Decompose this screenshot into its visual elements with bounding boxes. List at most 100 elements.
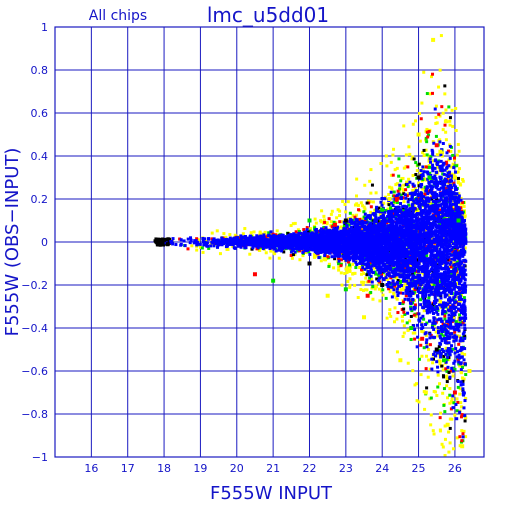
data-point (459, 311, 463, 315)
data-point (434, 104, 438, 108)
data-point (426, 135, 430, 139)
data-point (448, 332, 452, 336)
data-point (404, 196, 408, 200)
data-point (379, 275, 383, 279)
data-point (421, 211, 425, 215)
data-point (425, 268, 429, 272)
data-point (462, 429, 466, 433)
data-point (337, 268, 341, 272)
data-point (439, 34, 443, 38)
data-point (402, 183, 406, 187)
data-point (457, 176, 461, 180)
data-point (413, 383, 417, 387)
data-point (361, 283, 365, 287)
data-point (431, 429, 435, 433)
data-point (410, 284, 414, 288)
data-point (355, 221, 359, 225)
data-point (429, 396, 433, 400)
data-point (392, 284, 396, 288)
data-point (405, 194, 409, 198)
data-point (464, 416, 468, 420)
data-point (440, 215, 444, 219)
data-point (432, 357, 436, 361)
data-point (158, 243, 162, 247)
data-point (443, 338, 447, 342)
data-point (424, 323, 428, 327)
data-point (414, 314, 418, 318)
data-point (462, 406, 466, 410)
data-point (435, 153, 439, 157)
data-point (393, 306, 397, 310)
data-point (351, 272, 355, 276)
data-point (353, 215, 357, 219)
data-point (439, 159, 443, 163)
data-point (395, 350, 399, 354)
data-point (275, 229, 279, 233)
data-point (369, 274, 373, 278)
data-point (419, 373, 423, 377)
data-point (440, 105, 444, 109)
data-point (395, 317, 399, 321)
data-point (409, 314, 413, 318)
data-point (422, 346, 426, 350)
data-point (301, 251, 305, 255)
data-point (418, 139, 422, 143)
data-point (435, 360, 439, 364)
data-point (315, 251, 319, 255)
data-point (443, 314, 447, 318)
data-point (431, 140, 435, 144)
data-point (444, 187, 448, 191)
data-point (421, 187, 425, 191)
data-point (312, 246, 316, 250)
chart-subtitle: All chips (89, 8, 147, 24)
data-point (417, 400, 421, 404)
data-point (385, 164, 389, 168)
data-point (421, 165, 425, 169)
data-point (249, 231, 253, 235)
data-point (378, 282, 382, 286)
data-point (435, 393, 439, 397)
data-point (374, 272, 378, 276)
data-point (437, 345, 441, 349)
data-point (394, 214, 398, 218)
data-point (451, 202, 455, 206)
data-point (454, 129, 458, 133)
data-point (308, 229, 312, 233)
data-point (322, 214, 326, 218)
data-point (224, 235, 228, 239)
data-point (430, 357, 434, 361)
data-point (412, 157, 416, 161)
data-point (414, 209, 418, 213)
data-point (451, 347, 455, 351)
data-point (290, 256, 294, 260)
data-point (452, 211, 456, 215)
data-point (428, 92, 432, 96)
data-point (396, 281, 400, 285)
data-point (452, 401, 456, 405)
data-point (449, 407, 453, 411)
data-point (451, 317, 455, 321)
data-point (432, 324, 436, 328)
data-point (413, 303, 417, 307)
data-point (413, 187, 417, 191)
data-point (426, 165, 430, 169)
data-point (438, 208, 442, 212)
data-point (439, 411, 443, 415)
data-point (397, 281, 401, 285)
data-point (389, 276, 393, 280)
data-point (461, 321, 465, 325)
data-point (436, 165, 440, 169)
data-point (392, 190, 396, 194)
data-point (379, 200, 383, 204)
data-point (264, 251, 268, 255)
data-point (426, 375, 430, 379)
data-point (310, 231, 314, 235)
data-point (449, 400, 453, 404)
data-point (427, 221, 431, 225)
data-point (425, 127, 429, 131)
data-point (178, 237, 182, 241)
data-point (445, 188, 449, 192)
data-point (415, 269, 419, 273)
data-point (343, 202, 347, 206)
data-point (443, 317, 447, 321)
